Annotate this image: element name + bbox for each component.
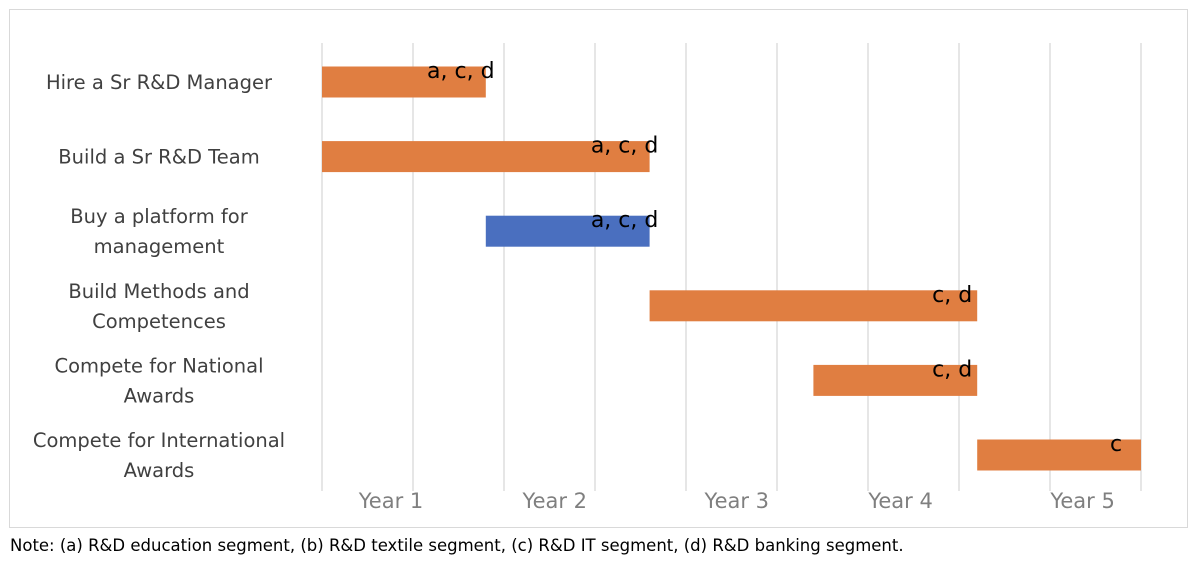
grid-lines <box>321 43 1142 491</box>
task-label: Hire a Sr R&D Manager <box>46 71 273 94</box>
bar-segment-label: a, c, d <box>427 59 495 84</box>
bar-segment-label: c, d <box>932 357 972 382</box>
chart-note: Note: (a) R&D education segment, (b) R&D… <box>10 536 904 555</box>
x-tick-label: Year 1 <box>358 489 424 513</box>
task-label: Build a Sr R&D Team <box>58 146 259 169</box>
task-bar <box>322 141 650 173</box>
x-tick-label: Year 4 <box>867 489 933 513</box>
task-bar <box>485 215 650 247</box>
task-label: Buy a platform for <box>70 205 248 228</box>
task-bar <box>322 66 486 98</box>
task-bar <box>813 364 978 396</box>
task-label: Awards <box>124 384 195 407</box>
task-label: management <box>94 235 225 258</box>
x-axis-ticks: Year 1 Year 2 Year 3 Year 4 Year 5 <box>358 489 1115 513</box>
task-label: Competences <box>92 310 226 333</box>
task-label: Awards <box>124 459 195 482</box>
x-tick-label: Year 2 <box>522 489 588 513</box>
bar-segment-label: c <box>1110 432 1122 457</box>
task-label: Compete for International <box>33 429 285 452</box>
bar-segment-label: c, d <box>932 283 972 308</box>
bar-segment-label: a, c, d <box>591 208 659 233</box>
task-label: Compete for National <box>54 354 263 377</box>
chart-frame: a, c, d a, c, d a, c, d c, d c, d c Hire a Sr… <box>9 9 1188 528</box>
gantt-chart: a, c, d a, c, d a, c, d c, d c, d c Hire a Sr… <box>33 43 1142 513</box>
bar-segment-label: a, c, d <box>591 134 659 159</box>
task-bars: a, c, d a, c, d a, c, d c, d c, d c <box>322 59 1141 471</box>
x-tick-label: Year 3 <box>704 489 770 513</box>
task-label: Build Methods and <box>68 280 249 303</box>
task-bar <box>649 290 978 322</box>
task-bar <box>977 439 1141 471</box>
task-labels: Hire a Sr R&D Manager Build a Sr R&D Team… <box>33 71 285 482</box>
x-tick-label: Year 5 <box>1049 489 1115 513</box>
